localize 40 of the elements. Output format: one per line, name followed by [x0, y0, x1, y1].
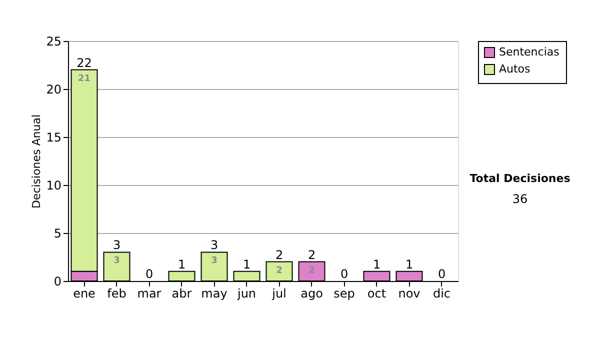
legend-label: Autos — [499, 62, 531, 76]
legend-label: Sentencias — [499, 46, 560, 58]
data-label: 21 — [78, 74, 91, 84]
y-tick-label: 5 — [54, 226, 62, 240]
total-label: 3 — [112, 238, 121, 252]
x-tick-label: ene — [73, 286, 96, 300]
x-tick-label: jun — [236, 286, 256, 300]
x-tick-label: dic — [432, 286, 451, 300]
data-label: 2 — [308, 266, 315, 276]
text: Total Decisiones — [470, 172, 571, 185]
y-tick-label: 15 — [46, 130, 62, 144]
y-tick-label: 10 — [46, 178, 62, 192]
y-tick-label: 25 — [46, 34, 62, 48]
data-label: 3 — [211, 256, 218, 266]
total-label: 0 — [438, 267, 446, 281]
x-tick-label: nov — [398, 286, 420, 300]
y-axis-title: Decisiones Anual — [30, 114, 44, 209]
total-label: 3 — [210, 238, 218, 252]
total-label: 1 — [405, 257, 414, 272]
data-label: 2 — [276, 266, 282, 276]
total-label: 2 — [275, 248, 284, 262]
total-label: 22 — [76, 56, 92, 70]
text: 36 — [512, 192, 528, 206]
y-tick-label: 20 — [46, 82, 62, 96]
total-label: 0 — [340, 267, 348, 281]
x-tick-label: feb — [107, 286, 126, 300]
total-label: 0 — [145, 267, 154, 281]
total-label: 1 — [372, 257, 381, 272]
total-label: 2 — [308, 248, 316, 262]
x-tick-label: jul — [271, 286, 286, 300]
x-tick-label: abr — [172, 286, 192, 300]
total-label: 1 — [242, 257, 251, 272]
x-tick-label: oct — [367, 286, 386, 300]
x-tick-label: sep — [334, 286, 355, 300]
total-label: 1 — [178, 257, 186, 272]
x-tick-label: may — [201, 286, 228, 300]
data-label: 3 — [114, 256, 120, 266]
x-tick-label: mar — [137, 286, 162, 300]
x-tick-label: ago — [300, 286, 323, 300]
y-tick-label: 0 — [54, 274, 62, 288]
